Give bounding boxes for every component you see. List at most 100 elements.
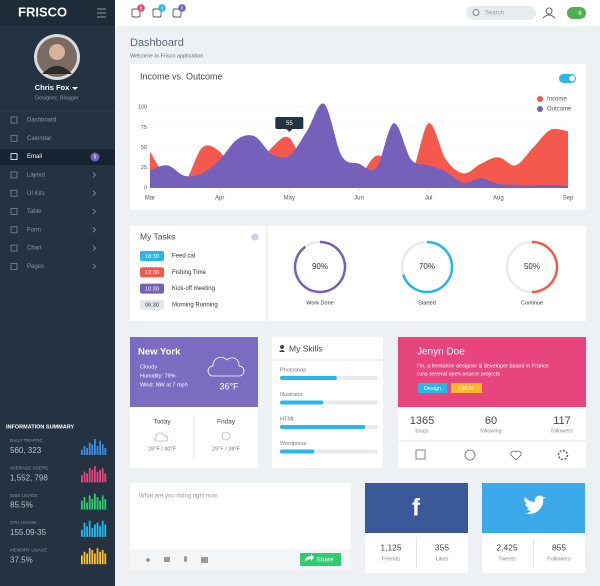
skill-name: HTML (280, 416, 295, 422)
nav-item[interactable]: Form (27, 227, 41, 233)
sparkline-bar (81, 500, 83, 510)
social-value: 2,425 (496, 542, 518, 552)
weather-line: Humidity: 79% (140, 373, 176, 379)
chart-title: Income vs. Outcome (140, 71, 223, 81)
nav-item[interactable]: UI Kits (27, 191, 45, 197)
sparkline-bar (88, 442, 91, 455)
nav-icon (10, 134, 18, 142)
header-icon[interactable] (172, 8, 182, 18)
header-icon[interactable] (131, 8, 141, 18)
brand: FRISCO (18, 4, 67, 19)
nav-icon (10, 171, 18, 179)
profile-name[interactable]: Chris Fox (35, 83, 70, 92)
nav-item[interactable]: Dashboard (27, 118, 56, 124)
badge-bg (137, 4, 145, 12)
post-placeholder[interactable]: What are you doing right now (139, 494, 218, 500)
info-value: 1,552, 798 (10, 473, 48, 482)
nav-item[interactable]: Calendar (27, 136, 51, 142)
sparkline-bar (96, 471, 99, 483)
nav-item[interactable]: Chart (27, 246, 42, 252)
info-label: CPU USAGE (10, 520, 37, 525)
sparkline-bar (81, 529, 83, 537)
tasks-title: My Tasks (140, 231, 175, 241)
edit-icon[interactable] (415, 449, 426, 460)
video-icon[interactable] (164, 557, 170, 562)
task-label[interactable]: Morning Running (172, 302, 218, 308)
sparkline-bar (86, 473, 88, 483)
profile-role: Designer, Blogger (35, 95, 79, 101)
forecast-icon (154, 432, 169, 442)
toggle-knob (569, 75, 575, 82)
sparkline-bar (94, 439, 96, 455)
skill-name: Wordpress (280, 441, 307, 447)
tag[interactable]: Design (424, 386, 441, 392)
nav-item[interactable]: Layout (27, 172, 45, 178)
skills-icon (280, 345, 284, 349)
tag[interactable]: UI/UX (459, 386, 474, 392)
header-icon[interactable] (152, 8, 162, 18)
sparkline-bar (99, 551, 101, 565)
sparkline-bar (104, 524, 107, 537)
nav-item[interactable]: Pages (27, 264, 44, 270)
forecast-day: Friday (217, 419, 236, 426)
forecast-day: Today (153, 419, 171, 426)
mic-icon[interactable] (184, 556, 187, 562)
nav-item[interactable]: Email (27, 154, 42, 160)
sparkline-bar (81, 555, 83, 565)
badge: 6 (181, 5, 184, 10)
menu-toggle[interactable] (97, 8, 106, 18)
sparkline-bar (91, 528, 94, 537)
sparkline-bar (86, 502, 88, 510)
tasks-add[interactable] (251, 233, 259, 241)
nav-icon (10, 116, 18, 124)
sparkline-bar (83, 551, 86, 565)
sparkline-bar (96, 548, 99, 565)
heart-icon[interactable] (510, 450, 522, 461)
task-label[interactable]: Kick-off meeting (172, 286, 215, 292)
settings-icon[interactable] (557, 449, 569, 461)
sparkline-bar (94, 553, 96, 565)
tooltip-label: 55 (286, 121, 293, 127)
nav-chevron (92, 263, 97, 270)
skill-name: Illustrator (280, 392, 303, 398)
nav-icon (10, 226, 18, 234)
nav-icon (10, 208, 18, 215)
skill-bar (280, 449, 315, 454)
donut-name: Work Done (306, 300, 333, 306)
sparkline-bar (94, 466, 96, 483)
sparkline-bar (94, 493, 96, 510)
nav-icon (10, 262, 18, 270)
user-description: runs several open-source projects (417, 371, 500, 377)
task-label[interactable]: Fishing Time (172, 270, 207, 276)
sparkline-bar (96, 522, 99, 537)
tag-bg (451, 383, 482, 393)
skills-title: My Skills (289, 343, 323, 353)
x-tick-label: Apr (215, 196, 224, 202)
social-label: Tweets (498, 556, 516, 562)
info-icon[interactable] (464, 449, 476, 461)
task-time: 10:30 (145, 286, 159, 292)
post-tools (146, 556, 208, 563)
search-box[interactable] (466, 6, 536, 20)
x-tick-label: Sep (563, 196, 574, 202)
sparkline-bar (101, 468, 104, 483)
image-icon[interactable] (201, 557, 208, 563)
x-tick-label: May (284, 196, 295, 202)
task-label[interactable]: Feed cat (172, 254, 196, 260)
user-icon[interactable] (545, 7, 553, 15)
sparkline-bar (91, 444, 94, 455)
forecast-icon (221, 431, 231, 441)
twitter-icon[interactable] (524, 495, 546, 514)
music-icon[interactable] (146, 558, 150, 562)
nav-item[interactable]: Table (27, 209, 42, 215)
sparkline-bar (86, 526, 88, 537)
nav-chevron (92, 190, 97, 196)
facebook-header (365, 483, 468, 533)
skill-name: Photoshop (280, 367, 306, 373)
stat-label: blogs (415, 428, 428, 434)
y-tick-label: 25 (141, 165, 147, 171)
y-tick-label: 0 (144, 185, 147, 191)
sparkline-bar (104, 473, 107, 483)
facebook-icon[interactable]: f (412, 494, 421, 521)
sparkline-bar (83, 471, 86, 483)
